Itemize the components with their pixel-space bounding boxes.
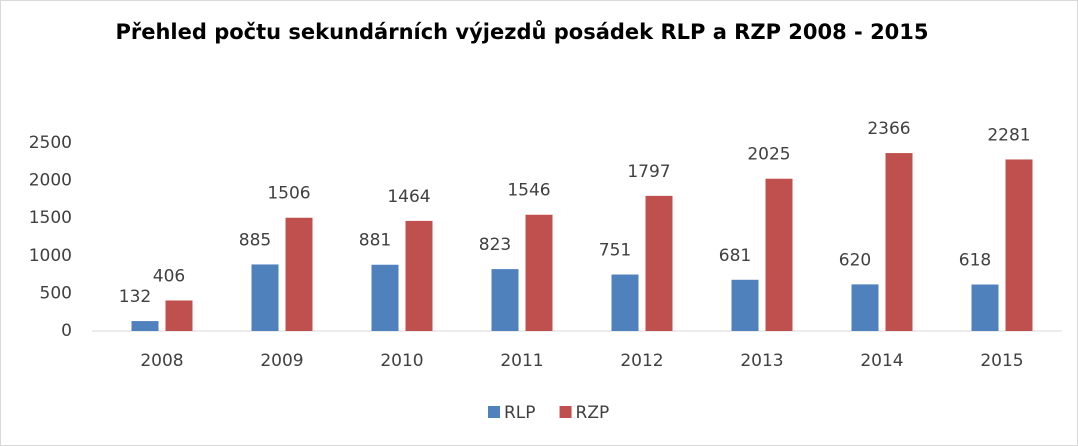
- bar: [645, 195, 673, 331]
- bar: [765, 178, 793, 331]
- legend-label: RLP: [504, 403, 536, 423]
- value-label: 618: [959, 251, 991, 271]
- value-label: 885: [239, 230, 271, 250]
- value-label: 2366: [867, 119, 910, 139]
- value-label: 681: [719, 246, 751, 266]
- y-tick-label: 2500: [29, 133, 72, 153]
- bar: [165, 300, 193, 331]
- value-label: 406: [153, 266, 185, 286]
- value-label: 1797: [627, 162, 670, 182]
- value-label: 881: [359, 231, 391, 251]
- value-label: 751: [599, 241, 631, 261]
- bar: [525, 214, 553, 331]
- bar: [851, 284, 879, 331]
- value-label: 823: [479, 235, 511, 255]
- y-tick-label: 2000: [29, 171, 72, 191]
- chart-title: Přehled počtu sekundárních výjezdů posád…: [115, 20, 928, 44]
- bar: [251, 264, 279, 331]
- x-tick-label: 2012: [620, 351, 663, 371]
- bar: [371, 264, 399, 331]
- bar: [731, 279, 759, 331]
- value-label: 620: [839, 250, 871, 270]
- value-label: 2281: [987, 125, 1030, 145]
- x-tick-label: 2014: [860, 351, 903, 371]
- value-label: 132: [119, 287, 151, 307]
- bar: [971, 284, 999, 331]
- x-tick-label: 2008: [140, 351, 183, 371]
- bar: [285, 217, 313, 331]
- x-tick-label: 2009: [260, 351, 303, 371]
- y-tick-label: 1000: [29, 246, 72, 266]
- bar: [885, 153, 913, 331]
- y-tick-label: 0: [61, 321, 72, 341]
- y-tick-label: 500: [40, 283, 72, 303]
- value-label: 2025: [747, 145, 790, 165]
- y-tick-label: 1500: [29, 208, 72, 228]
- legend-swatch: [559, 406, 572, 418]
- value-label: 1506: [267, 184, 310, 204]
- legend-label: RZP: [576, 403, 610, 423]
- legend-swatch: [488, 406, 500, 418]
- bar: [131, 321, 159, 331]
- x-tick-label: 2015: [980, 351, 1023, 371]
- value-label: 1464: [387, 187, 430, 207]
- x-tick-label: 2010: [380, 351, 423, 371]
- bar: [491, 269, 519, 331]
- x-tick-label: 2011: [500, 351, 543, 371]
- bar: [1005, 159, 1033, 331]
- value-label: 1546: [507, 181, 550, 201]
- bar: [405, 220, 433, 331]
- bar: [611, 274, 639, 331]
- x-tick-label: 2013: [740, 351, 783, 371]
